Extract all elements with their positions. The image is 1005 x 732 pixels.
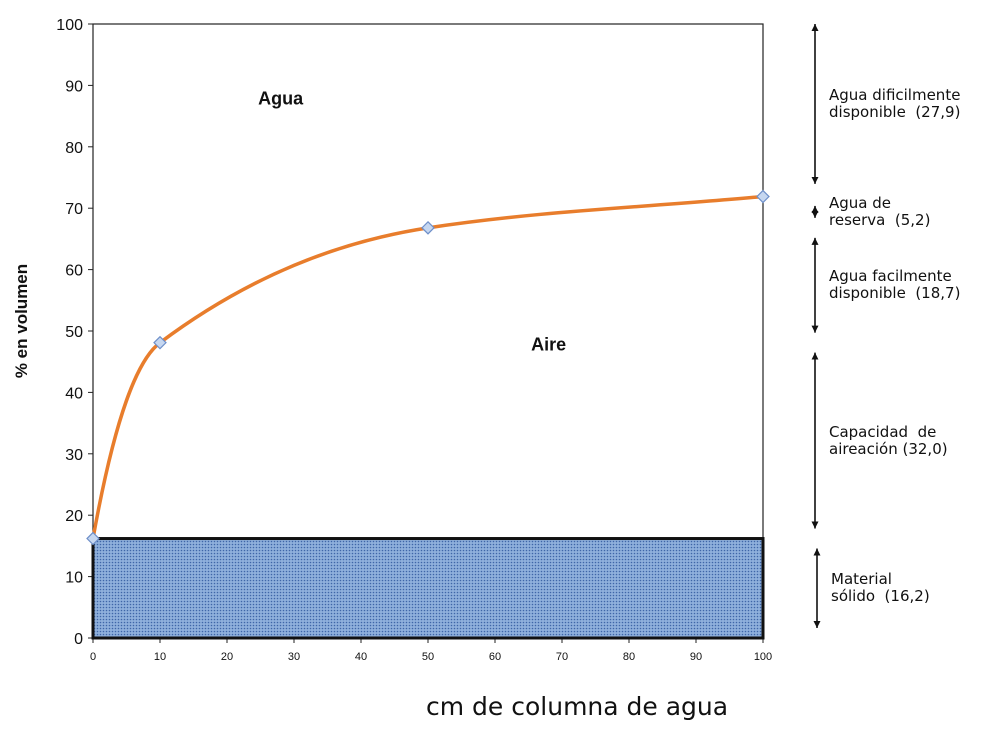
x-tick-label: 0 <box>90 651 96 663</box>
x-tick-label: 80 <box>623 651 635 663</box>
x-tick-label: 40 <box>355 651 367 663</box>
region-label: Aire <box>531 334 566 354</box>
y-tick-label: 20 <box>65 508 83 525</box>
x-tick-label: 100 <box>754 651 772 663</box>
x-tick-label: 50 <box>422 651 434 663</box>
y-tick-label: 10 <box>65 570 83 587</box>
y-tick-label: 50 <box>65 324 83 341</box>
plot-area <box>92 23 764 639</box>
y-tick-label: 0 <box>74 631 83 648</box>
y-tick-label: 40 <box>65 385 83 402</box>
y-tick-label: 70 <box>65 201 83 218</box>
x-tick-label: 70 <box>556 651 568 663</box>
y-tick-label: 90 <box>65 78 83 95</box>
y-tick-label: 60 <box>65 263 83 280</box>
x-tick-label: 10 <box>154 651 166 663</box>
y-axis-label: % en volumen <box>12 264 31 378</box>
annotation-label: Agua dificilmente disponible (27,9) <box>829 85 961 121</box>
data-point <box>153 335 167 350</box>
region-label: Agua <box>258 89 304 109</box>
x-tick-label: 20 <box>221 651 233 663</box>
series-line <box>91 194 764 539</box>
x-tick-label: 30 <box>288 651 300 663</box>
solid-material-band <box>91 537 765 640</box>
x-axis-label: cm de columna de agua <box>426 692 729 721</box>
data-point <box>86 531 100 546</box>
y-tick-label: 30 <box>65 447 83 464</box>
data-point <box>421 220 435 235</box>
data-point <box>756 189 770 204</box>
x-tick-label: 60 <box>489 651 501 663</box>
annotation-label: Agua de reserva (5,2) <box>829 193 931 229</box>
annotation-label: Capacidad de aireación (32,0) <box>829 422 948 458</box>
y-tick-label: 80 <box>65 140 83 157</box>
y-tick-label: 100 <box>56 17 83 34</box>
annotation-label: Agua facilmente disponible (18,7) <box>829 267 961 303</box>
x-tick-label: 90 <box>690 651 702 663</box>
annotation-label: Material sólido (16,2) <box>831 570 930 606</box>
